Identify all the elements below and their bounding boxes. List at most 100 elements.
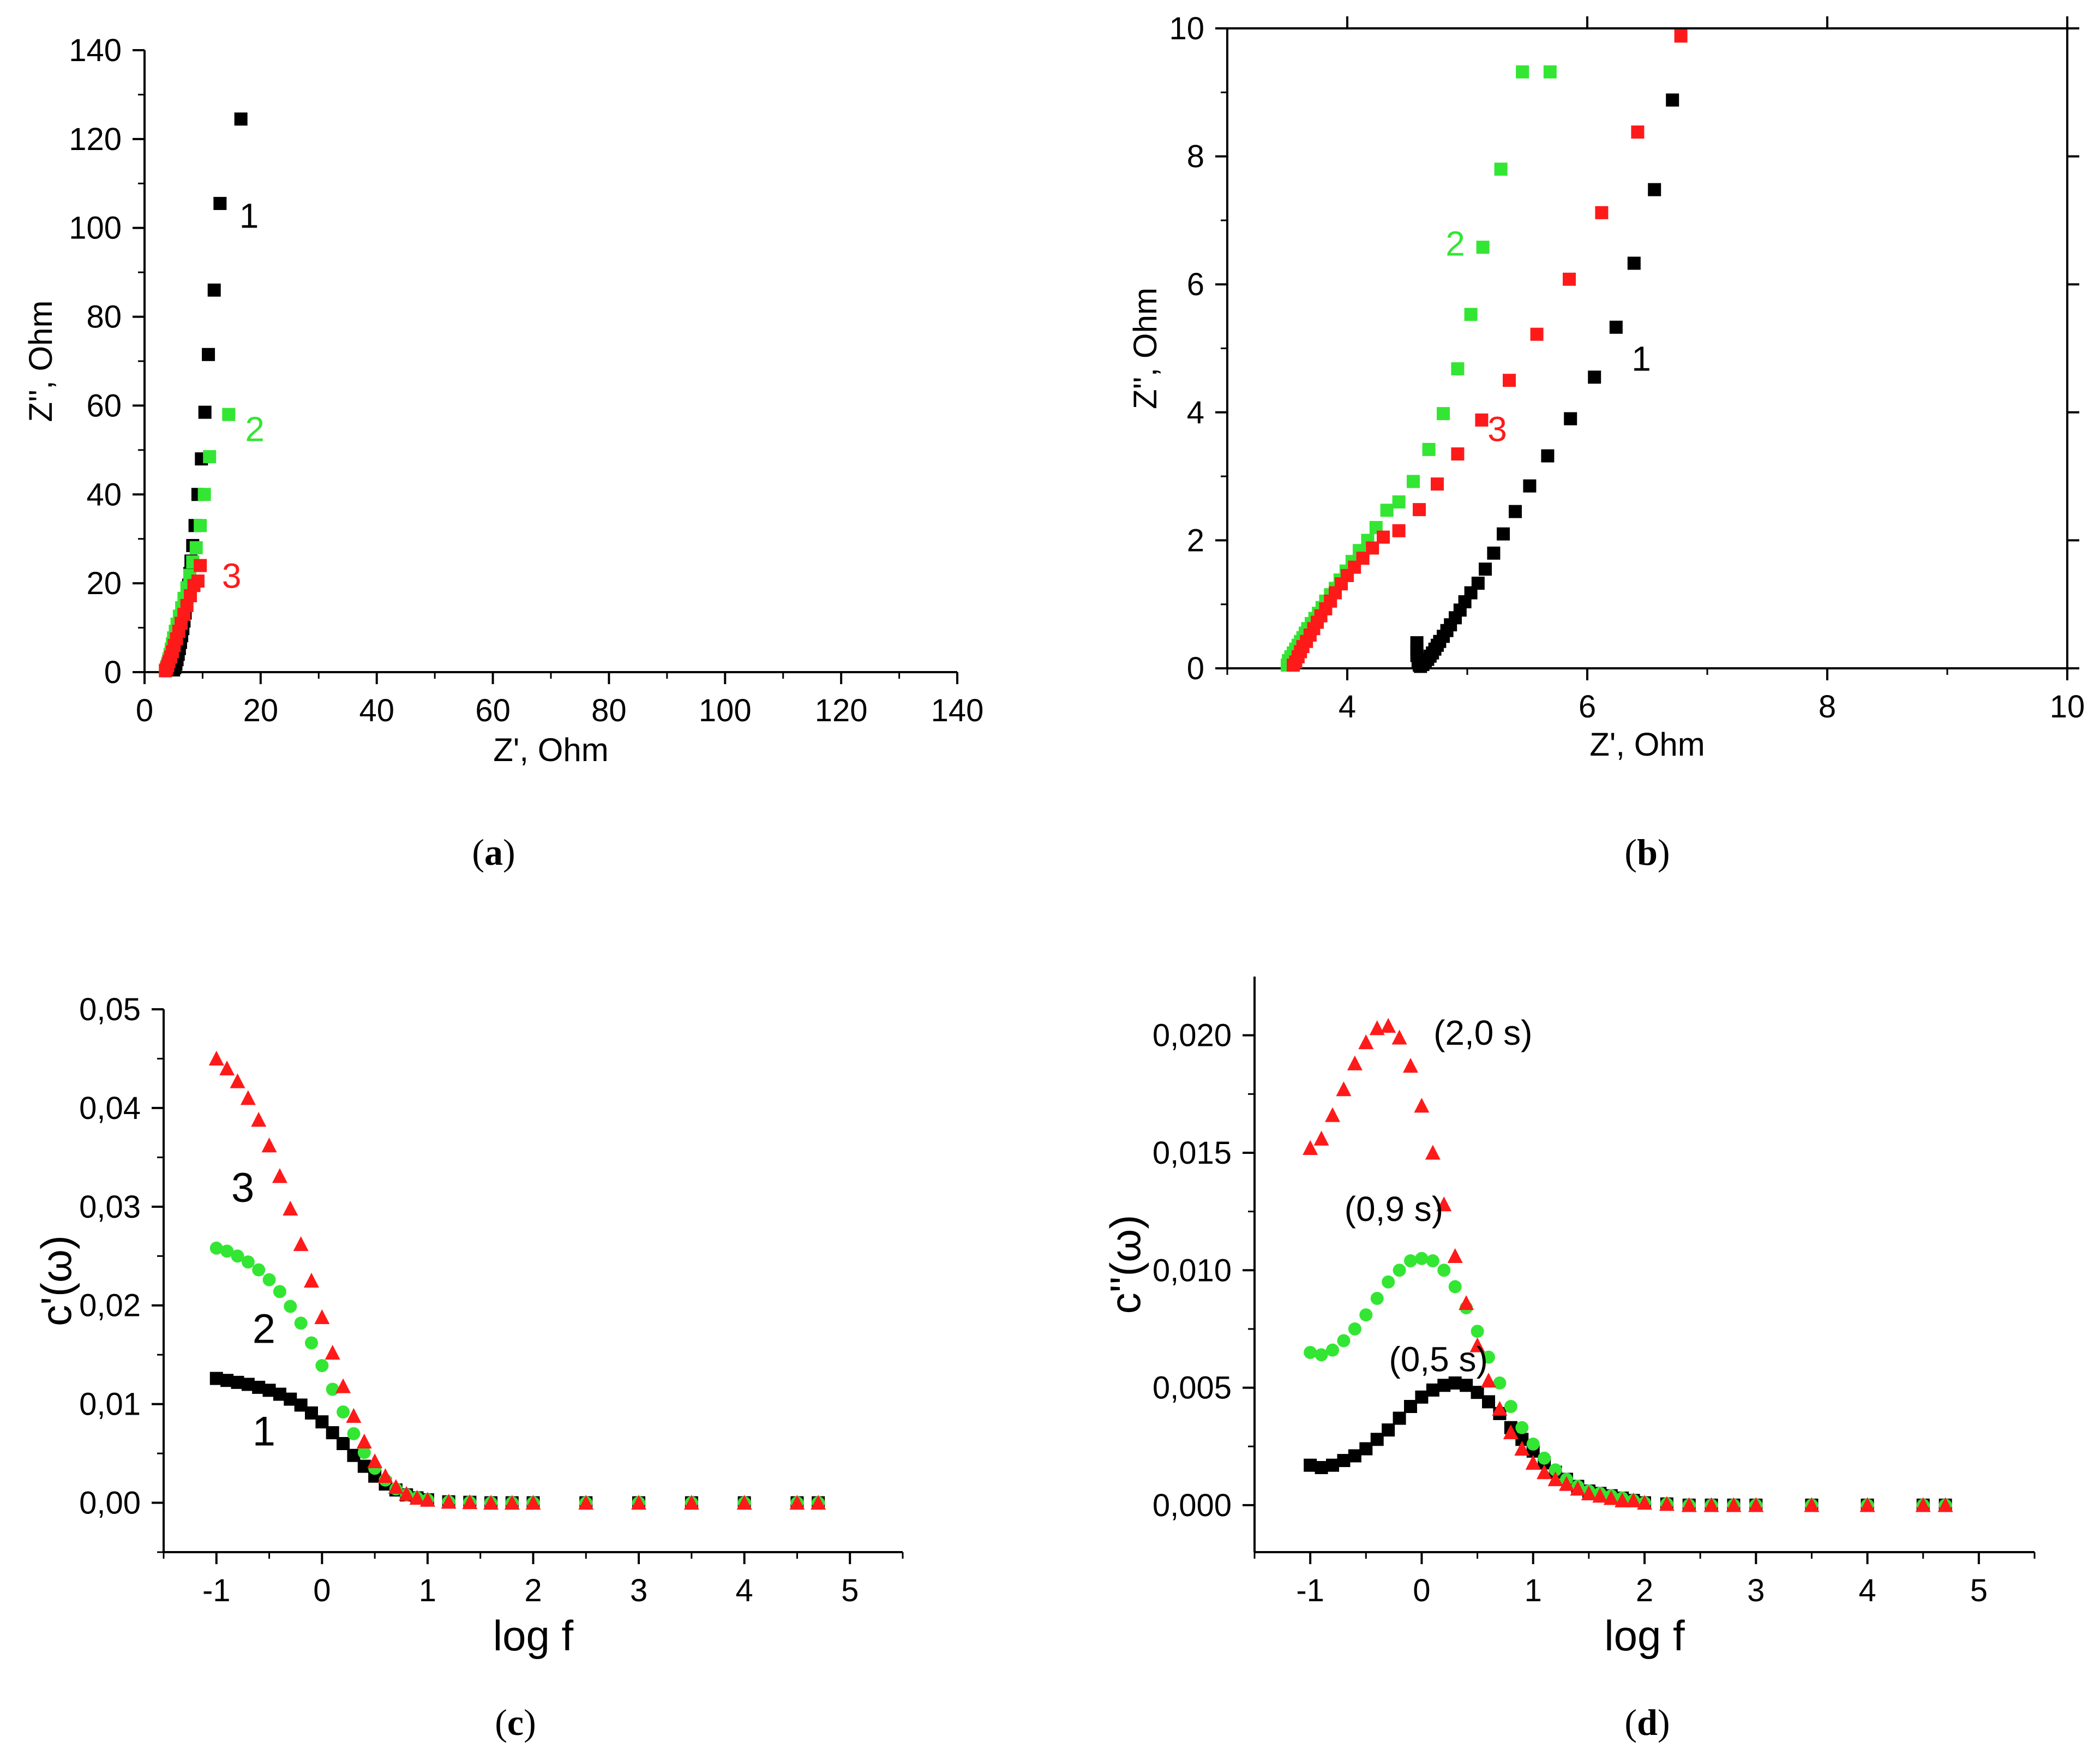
- data-point: [1487, 546, 1501, 560]
- data-point: [1437, 407, 1450, 421]
- y-axis-title: c''(ω): [1101, 1215, 1149, 1314]
- data-point: [1460, 1379, 1473, 1392]
- data-point: [1381, 1017, 1396, 1033]
- data-point: [1464, 308, 1478, 321]
- x-tick-label: 2: [524, 1573, 542, 1608]
- data-point: [1315, 1460, 1328, 1474]
- x-tick-label: 1: [419, 1573, 436, 1608]
- y-tick-label: 4: [1187, 395, 1204, 430]
- data-point: [1337, 1454, 1351, 1468]
- x-tick-label: 0: [136, 693, 153, 728]
- x-axis-title: log f: [493, 1612, 574, 1660]
- data-point: [1516, 65, 1529, 79]
- data-point: [1625, 1492, 1641, 1507]
- x-tick-label: 2: [1636, 1573, 1653, 1608]
- data-point: [203, 450, 217, 464]
- y-tick-label: 2: [1187, 523, 1204, 558]
- data-point: [357, 1446, 371, 1459]
- data-point: [1377, 530, 1390, 544]
- y-tick-label: 20: [86, 566, 122, 601]
- x-tick-label: -1: [1296, 1573, 1324, 1608]
- data-point: [337, 1405, 350, 1419]
- panel-b: 4 6 8 10 0 2 4 6 8 10 Z', Ohm Z'', Ohm 1 2 3 (b): [1127, 11, 2085, 873]
- data-point: [283, 1200, 298, 1216]
- data-point: [419, 1492, 435, 1507]
- data-point: [1564, 412, 1577, 426]
- data-point: [578, 1494, 594, 1510]
- data-point: [1326, 1458, 1339, 1472]
- y-tick-label: 0: [1187, 651, 1204, 686]
- data-point: [1514, 1440, 1530, 1456]
- data-point: [1359, 1442, 1373, 1456]
- data-point: [1475, 413, 1489, 427]
- data-point: [811, 1494, 826, 1510]
- data-point: [1659, 1496, 1675, 1511]
- data-point: [1748, 1497, 1764, 1512]
- data-point: [294, 1316, 308, 1330]
- data-point: [284, 1300, 297, 1313]
- data-point: [356, 1433, 372, 1448]
- data-point: [1426, 1383, 1439, 1397]
- data-point: [377, 1468, 393, 1483]
- data-point: [194, 519, 207, 532]
- data-point: [261, 1138, 277, 1153]
- data-point: [1413, 503, 1426, 517]
- data-point: [1681, 1497, 1697, 1512]
- data-point: [1425, 1145, 1441, 1160]
- data-point: [1382, 1275, 1395, 1289]
- data-point: [1703, 1497, 1719, 1512]
- data-point: [1325, 1107, 1340, 1122]
- data-point: [1392, 524, 1406, 537]
- data-point: [1666, 93, 1679, 107]
- data-point: [1503, 374, 1516, 387]
- data-point: [1370, 1291, 1384, 1305]
- data-point: [1509, 505, 1522, 518]
- x-tick-label: 0: [1413, 1573, 1430, 1608]
- data-point: [219, 1060, 235, 1076]
- data-point: [335, 1378, 351, 1393]
- series-3: [1287, 29, 1688, 672]
- curve-annotation: 2: [253, 1306, 275, 1352]
- data-point: [1304, 1345, 1317, 1359]
- y-axis-title: c'(ω): [32, 1235, 80, 1326]
- data-point: [197, 488, 211, 501]
- data-point: [1543, 65, 1557, 79]
- data-point: [194, 559, 207, 572]
- x-tick-label: 4: [736, 1573, 753, 1608]
- y-tick-label: 0,00: [79, 1486, 141, 1521]
- data-point: [1448, 1280, 1462, 1294]
- x-tick-label: 140: [931, 693, 984, 728]
- curve-annotation: 3: [1487, 410, 1507, 449]
- x-tick-label: 4: [1858, 1573, 1876, 1608]
- x-tick-label: 100: [699, 693, 752, 728]
- x-tick-label: 4: [1339, 689, 1356, 725]
- data-point: [314, 1309, 330, 1325]
- data-point: [1348, 1322, 1361, 1336]
- data-point: [191, 574, 205, 588]
- y-tick-label: 0,04: [79, 1091, 141, 1126]
- data-point: [1492, 1400, 1508, 1416]
- data-point: [1515, 1421, 1529, 1434]
- curve-annotation: (2,0 s): [1433, 1013, 1532, 1052]
- x-axis-title: log f: [1604, 1612, 1685, 1660]
- data-point: [1404, 1400, 1417, 1414]
- data-point: [1415, 1252, 1429, 1265]
- data-point: [1393, 1411, 1406, 1425]
- data-point: [1451, 447, 1465, 461]
- data-point: [1481, 1373, 1496, 1388]
- data-point: [1437, 1379, 1451, 1392]
- data-point: [1476, 241, 1490, 254]
- data-point: [1369, 1020, 1385, 1035]
- data-point: [1337, 1334, 1351, 1348]
- x-tick-label: 5: [1970, 1573, 1988, 1608]
- y-tick-label: 0: [104, 655, 122, 690]
- data-point: [1648, 183, 1661, 196]
- series-1: [1410, 93, 1679, 673]
- data-point: [1479, 562, 1492, 576]
- data-point: [209, 1241, 223, 1255]
- data-point: [367, 1453, 383, 1469]
- data-point: [1915, 1497, 1931, 1512]
- data-point: [234, 112, 248, 126]
- data-point: [1603, 1490, 1619, 1505]
